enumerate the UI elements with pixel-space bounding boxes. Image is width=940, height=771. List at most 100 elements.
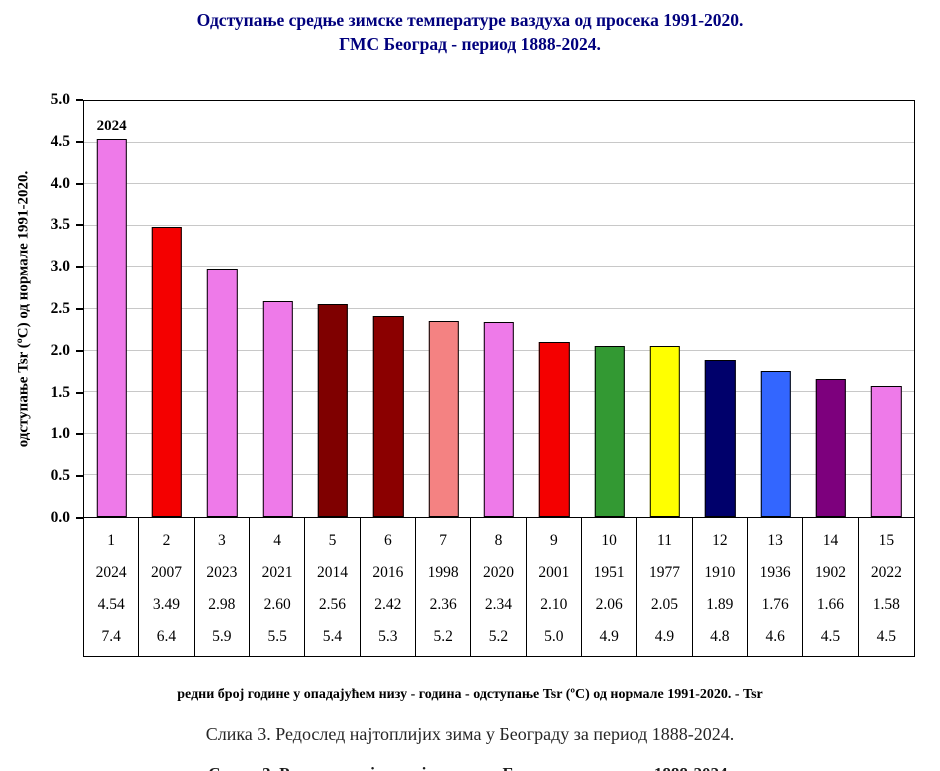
table-rank: 4 xyxy=(273,532,282,549)
y-tick-label: 2.0 xyxy=(50,341,70,359)
bar-2021 xyxy=(262,300,293,517)
table-year: 2021 xyxy=(261,564,293,581)
y-tick-mark xyxy=(76,182,83,185)
y-tick-mark xyxy=(76,308,83,310)
table-year: 2014 xyxy=(316,564,348,581)
table-column-2016: 6 2016 2.42 5.3 xyxy=(361,518,416,656)
y-tick-label: 3.5 xyxy=(50,216,70,234)
table-column-2022: 15 2022 1.58 4.5 xyxy=(859,518,914,656)
y-tick-label: 0.0 xyxy=(50,509,70,526)
table-column-2007: 2 2007 3.49 6.4 xyxy=(139,518,195,656)
table-column-2001: 9 2001 2.10 5.0 xyxy=(527,518,582,656)
table-deviation: 1.89 xyxy=(706,596,734,613)
bar-2016 xyxy=(373,315,404,517)
table-year: 2022 xyxy=(870,564,902,581)
bar-2024 xyxy=(96,139,127,517)
y-tick-mark xyxy=(76,391,83,394)
bar-column-1977 xyxy=(637,101,692,517)
table-deviation: 2.10 xyxy=(540,596,568,613)
bar-column-1910 xyxy=(693,101,748,517)
bar-column-2024: 2024 xyxy=(84,101,139,517)
table-column-2020: 8 2020 2.34 5.2 xyxy=(471,518,527,656)
table-rank: 2 xyxy=(162,532,171,549)
table-deviation: 2.05 xyxy=(650,596,679,613)
bar-column-2021 xyxy=(250,101,305,517)
bar-1998 xyxy=(428,320,459,517)
table-column-1977: 11 1977 2.05 4.9 xyxy=(637,518,693,656)
table-tsr: 5.0 xyxy=(544,628,564,645)
y-tick-label: 5.0 xyxy=(50,91,70,108)
table-deviation: 4.54 xyxy=(97,596,125,613)
table-tsr: 5.3 xyxy=(378,628,398,645)
table-rank: 14 xyxy=(822,532,839,549)
table-tsr: 5.9 xyxy=(212,628,232,645)
table-year: 2023 xyxy=(206,564,238,581)
table-year: 1951 xyxy=(593,564,625,581)
bar-column-2023 xyxy=(195,101,250,517)
table-tsr: 4.5 xyxy=(876,628,896,645)
table-tsr: 4.6 xyxy=(765,628,785,645)
table-rank: 3 xyxy=(217,532,226,549)
y-tick-mark xyxy=(76,475,83,478)
table-rank: 7 xyxy=(439,532,448,549)
y-tick-label: 3.0 xyxy=(50,258,70,276)
table-year: 2016 xyxy=(372,564,404,581)
cropped-text: Слика 3. Редослед најтоплијих зима у Бео… xyxy=(208,764,732,771)
bar-1977 xyxy=(649,346,681,517)
table-deviation: 2.36 xyxy=(429,596,457,613)
table-tsr: 4.9 xyxy=(654,628,675,645)
table-tsr: 4.9 xyxy=(599,628,619,645)
bar-1902 xyxy=(815,378,847,517)
table-rank: 1 xyxy=(107,532,116,549)
table-rank: 10 xyxy=(601,532,617,549)
table-year: 1936 xyxy=(759,564,791,581)
plot-area: 2024 xyxy=(83,100,915,518)
table-column-2021: 4 2021 2.60 5.5 xyxy=(250,518,306,656)
bar-column-2020 xyxy=(471,101,526,517)
table-tsr: 4.5 xyxy=(820,628,841,645)
table-year: 2020 xyxy=(482,564,514,581)
table-column-2023: 3 2023 2.98 5.9 xyxy=(195,518,250,656)
table-deviation: 2.98 xyxy=(208,596,236,613)
table-year: 1910 xyxy=(704,564,736,581)
bar-2020 xyxy=(483,322,515,517)
table-tsr: 5.2 xyxy=(488,628,509,645)
table-tsr: 5.2 xyxy=(433,628,453,645)
gridline xyxy=(84,224,914,226)
table-year: 2001 xyxy=(538,564,570,581)
table-column-1910: 12 1910 1.89 4.8 xyxy=(693,518,748,656)
footnote: редни број године у опадајућем низу - го… xyxy=(177,687,763,702)
table-year: 1902 xyxy=(814,564,846,581)
gridline xyxy=(84,308,914,309)
cropped-text-artifact: Слика 3. Редослед најтоплијих зима у Бео… xyxy=(0,764,940,771)
table-rank: 9 xyxy=(549,532,558,549)
y-tick-label: 0.5 xyxy=(50,467,70,485)
bar-2014 xyxy=(317,304,349,517)
table-year: 1977 xyxy=(648,564,680,581)
table-column-1951: 10 1951 2.06 4.9 xyxy=(582,518,638,656)
y-axis: 5.0 4.5 4.0 3.5 3.0 2.5 2.0 1.5 1.0 0.5 0.0 xyxy=(0,91,83,526)
table-deviation: 1.58 xyxy=(872,596,900,613)
y-tick-label: 4.0 xyxy=(50,174,70,192)
bar-column-2007 xyxy=(139,101,194,517)
y-tick-mark xyxy=(76,433,83,436)
bar-1936 xyxy=(760,370,791,517)
y-tick-mark xyxy=(76,140,83,143)
table-tsr: 5.5 xyxy=(267,628,287,645)
bar-column-2014 xyxy=(305,101,360,517)
table-tsr: 5.4 xyxy=(322,628,343,645)
table-year: 2024 xyxy=(95,564,127,581)
y-tick-mark xyxy=(76,517,83,519)
y-tick-label: 4.5 xyxy=(50,132,70,150)
y-tick-mark xyxy=(76,266,83,269)
table-deviation: 2.06 xyxy=(595,596,623,613)
gridline xyxy=(84,266,914,268)
table-column-1902: 14 1902 1.66 4.5 xyxy=(803,518,859,656)
table-deviation: 2.60 xyxy=(263,596,291,613)
table-rank: 15 xyxy=(878,532,895,549)
bar-column-2016 xyxy=(361,101,416,517)
y-tick-mark xyxy=(76,99,83,101)
data-table: 1 2024 4.54 7.4 2 2007 3.49 6.4 3 2023 2.98 5.9 4 202… xyxy=(83,517,915,657)
table-rank: 8 xyxy=(494,532,503,549)
